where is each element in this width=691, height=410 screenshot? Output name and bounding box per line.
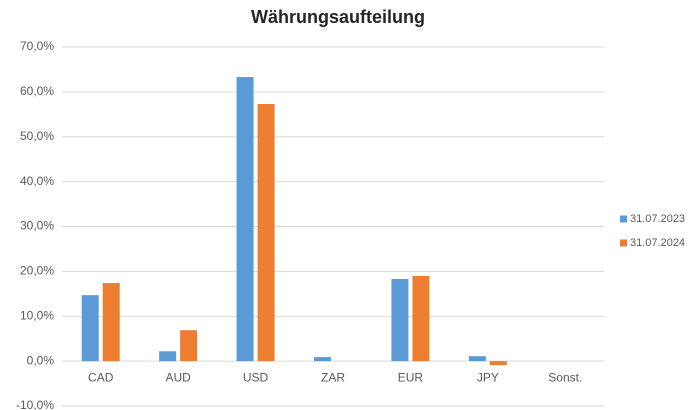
bar [159, 351, 177, 362]
y-tick-label: 50,0% [20, 129, 54, 143]
bar [314, 357, 331, 362]
x-tick-label: ZAR [321, 370, 345, 384]
y-tick-label: 60,0% [20, 84, 54, 98]
bar [391, 279, 409, 362]
legend-swatch [620, 239, 627, 247]
x-tick-label: AUD [165, 370, 191, 384]
bar [236, 77, 254, 362]
chart-title: Währungsaufteilung [251, 7, 425, 27]
y-tick-label: 30,0% [20, 219, 54, 233]
x-tick-label: Sonst. [548, 370, 582, 384]
legend-label: 31.07.2023 [630, 213, 685, 225]
bar [468, 356, 486, 362]
y-tick-label: 70,0% [20, 39, 54, 53]
y-tick-label: 40,0% [20, 174, 54, 188]
bar [102, 283, 120, 362]
legend-label: 31.07.2024 [630, 237, 685, 249]
x-tick-label: JPY [477, 370, 499, 384]
bar [257, 103, 275, 362]
y-tick-label: -10,0% [16, 398, 54, 410]
bar [412, 275, 430, 362]
y-tick-label: 0,0% [27, 353, 55, 367]
bar [180, 330, 198, 362]
y-tick-label: 20,0% [20, 264, 54, 278]
x-tick-label: USD [243, 370, 269, 384]
bar [489, 361, 507, 366]
bar [81, 295, 99, 362]
x-tick-label: CAD [88, 370, 114, 384]
x-tick-label: EUR [398, 370, 424, 384]
y-tick-label: 10,0% [20, 308, 54, 322]
legend-swatch [620, 215, 627, 223]
